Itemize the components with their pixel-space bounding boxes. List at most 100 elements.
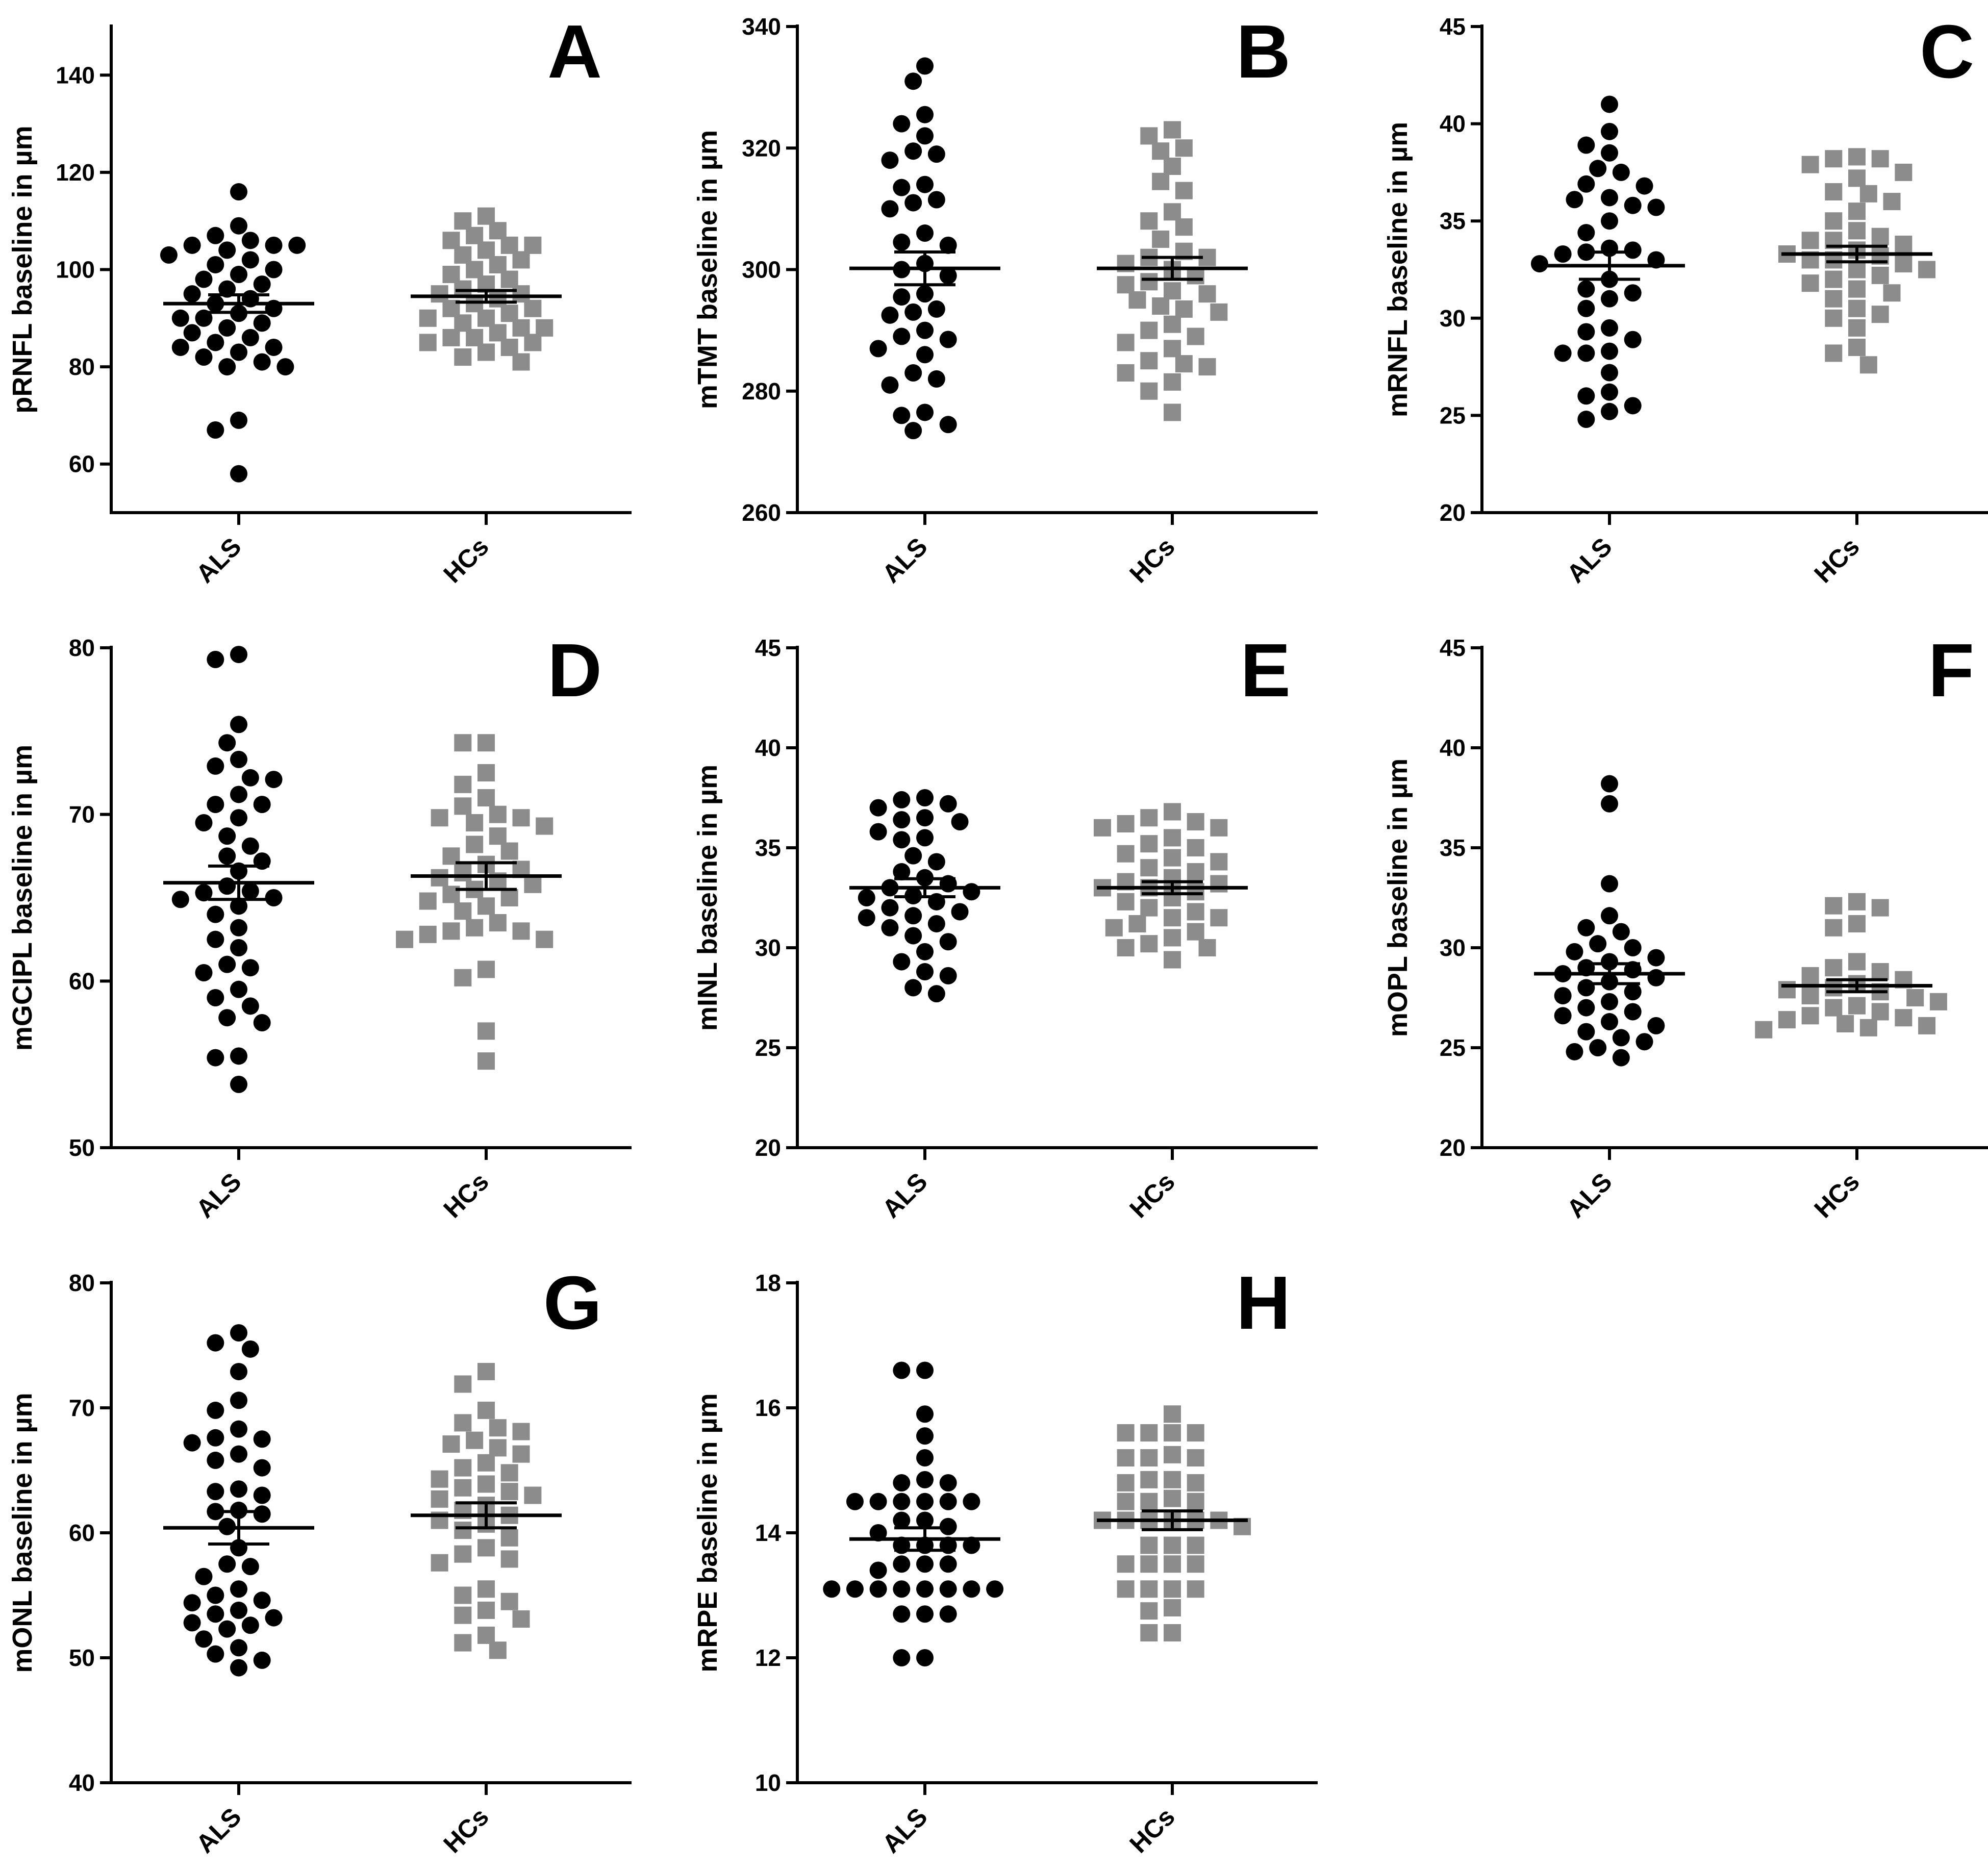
y-tick-label: 45 <box>755 635 781 661</box>
data-point-hcs <box>1140 212 1158 230</box>
data-point-hcs <box>1871 227 1889 245</box>
data-point-als <box>207 334 224 351</box>
y-tick-label: 120 <box>56 159 95 186</box>
data-point-hcs <box>1140 899 1158 917</box>
data-point-hcs <box>489 1419 507 1437</box>
data-point-hcs <box>1825 959 1843 977</box>
data-point-als <box>939 1555 957 1573</box>
data-point-hcs <box>1164 121 1181 139</box>
y-tick-label: 45 <box>1440 635 1466 661</box>
data-point-als <box>1566 943 1583 960</box>
data-point-als <box>230 1659 247 1677</box>
data-point-hcs <box>1117 276 1135 294</box>
data-point-hcs <box>1187 1555 1204 1573</box>
data-point-als <box>253 796 271 814</box>
y-tick-label: 70 <box>69 1395 95 1421</box>
data-point-hcs <box>1117 1580 1135 1598</box>
data-point-hcs <box>1164 1446 1181 1463</box>
data-point-als <box>160 246 178 264</box>
data-point-als <box>916 1492 934 1510</box>
data-point-als <box>986 1580 1004 1598</box>
data-point-hcs <box>477 241 495 259</box>
data-point-hcs <box>477 960 495 978</box>
data-point-hcs <box>500 305 518 322</box>
data-point-als <box>939 1580 957 1598</box>
data-point-hcs <box>1164 951 1181 969</box>
data-point-hcs <box>500 1550 518 1568</box>
data-point-als <box>183 285 201 303</box>
data-point-als <box>881 306 899 324</box>
data-point-hcs <box>512 285 530 303</box>
data-point-als <box>881 151 899 169</box>
data-point-hcs <box>1895 1009 1912 1027</box>
data-point-hcs <box>1164 909 1181 927</box>
data-point-hcs <box>477 1626 495 1644</box>
panel-letter: H <box>1236 1261 1291 1345</box>
data-point-hcs <box>1825 212 1843 230</box>
data-point-hcs <box>1152 230 1170 248</box>
data-point-hcs <box>1175 139 1193 157</box>
data-point-hcs <box>466 919 484 937</box>
data-point-als <box>869 1492 887 1510</box>
data-point-als <box>1601 364 1618 382</box>
data-point-hcs <box>1164 929 1181 947</box>
data-point-hcs <box>1164 1405 1181 1423</box>
panel-h: 10 12 14 16 18 mRPE baseline in µm H ALS HCs <box>692 1261 1318 1859</box>
x-tick-label-als: ALS <box>190 1167 246 1223</box>
data-point-hcs <box>454 1479 472 1497</box>
data-point-hcs <box>489 256 507 273</box>
data-point-als <box>207 1429 224 1447</box>
data-point-als <box>904 364 922 382</box>
data-point-als <box>893 791 911 808</box>
data-point-hcs <box>454 734 472 752</box>
data-point-hcs <box>1848 148 1866 166</box>
data-point-hcs <box>1140 1555 1158 1573</box>
data-point-als <box>939 416 957 434</box>
data-point-als <box>893 811 911 829</box>
data-point-als <box>230 1392 247 1409</box>
data-point-als <box>1601 319 1618 337</box>
data-point-als <box>218 1620 236 1638</box>
data-point-als <box>230 1362 247 1380</box>
data-point-als <box>916 943 934 960</box>
data-point-hcs <box>1755 1021 1773 1039</box>
data-point-hcs <box>477 1475 495 1493</box>
data-point-als <box>195 1567 213 1585</box>
data-point-als <box>230 809 247 827</box>
data-point-hcs <box>1140 1449 1158 1466</box>
data-point-hcs <box>431 285 448 303</box>
data-point-hcs <box>1175 355 1193 373</box>
data-point-als <box>230 646 247 664</box>
data-point-als <box>963 1580 980 1598</box>
data-point-hcs <box>1128 915 1146 932</box>
data-point-hcs <box>1210 303 1228 321</box>
data-point-hcs <box>442 232 460 249</box>
y-tick-label: 20 <box>755 1134 781 1161</box>
data-point-hcs <box>524 299 542 317</box>
data-point-als <box>241 959 259 977</box>
data-point-als <box>916 57 934 75</box>
y-tick-label: 320 <box>742 135 781 161</box>
y-tick-label: 70 <box>69 801 95 828</box>
y-tick-label: 35 <box>1440 208 1466 234</box>
data-point-als <box>1624 1003 1642 1021</box>
data-point-hcs <box>454 902 472 920</box>
data-point-als <box>265 338 283 356</box>
data-point-als <box>1554 1007 1572 1025</box>
data-point-als <box>1624 397 1642 415</box>
data-point-hcs <box>1825 290 1843 308</box>
panel-b: 260 280 300 320 340 mTMT baseline in µm B ALS HC… <box>692 10 1318 589</box>
data-point-hcs <box>1164 1489 1181 1507</box>
data-point-als <box>1577 280 1595 298</box>
data-point-hcs <box>500 236 518 254</box>
data-point-als <box>927 915 945 932</box>
data-point-hcs <box>1093 819 1111 837</box>
data-point-hcs <box>1140 1492 1158 1510</box>
y-tick-label: 260 <box>742 499 781 526</box>
data-point-hcs <box>1152 172 1170 190</box>
data-point-als <box>1530 255 1548 273</box>
data-point-hcs <box>1117 939 1135 956</box>
data-point-als <box>881 919 899 937</box>
data-point-hcs <box>1210 819 1228 837</box>
data-point-als <box>1647 949 1665 967</box>
